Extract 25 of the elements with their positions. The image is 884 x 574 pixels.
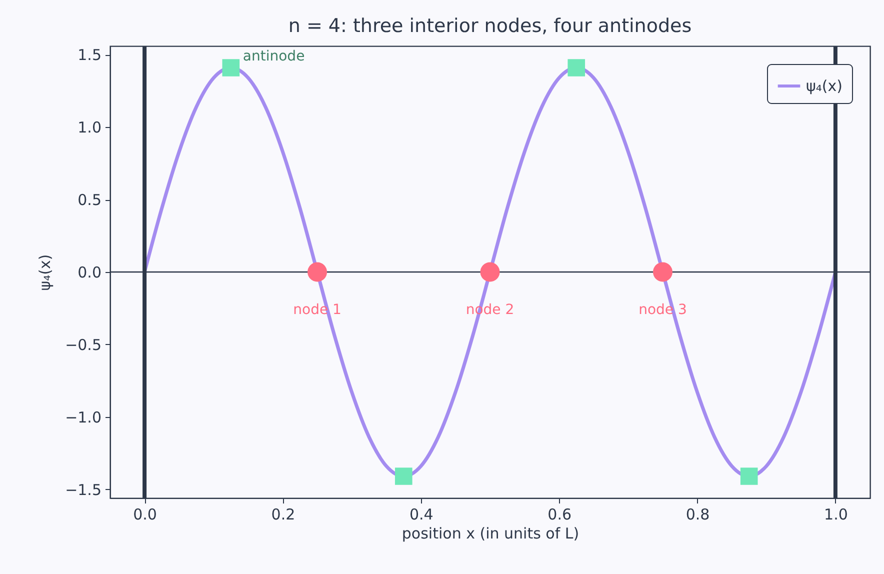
- point: [222, 59, 240, 76]
- annotation: antinode: [242, 48, 305, 65]
- y-tick-label: 1.5: [78, 46, 102, 64]
- y-tick-label: 0.0: [78, 264, 102, 282]
- chart-title: n = 4: three interior nodes, four antinodes: [288, 15, 692, 37]
- x-axis-title: position x (in units of L): [402, 524, 580, 542]
- y-tick-label: 1.0: [78, 118, 102, 137]
- x-tick-label: 0.2: [271, 506, 296, 524]
- x-tick-label: 0.8: [686, 506, 710, 524]
- legend-label: ψ₄(x): [806, 77, 842, 95]
- point: [480, 262, 500, 282]
- x-tick-label: 0.0: [133, 506, 157, 524]
- y-axis-title: ψ₄(x): [36, 254, 54, 291]
- y-tick-label: 0.5: [78, 191, 102, 210]
- y-tick-label: −1.0: [65, 408, 102, 426]
- point: [652, 262, 672, 282]
- point: [740, 468, 758, 485]
- point: [568, 59, 586, 76]
- point: [394, 468, 412, 485]
- y-tick-label: −1.5: [65, 480, 102, 499]
- x-tick-label: 0.6: [548, 506, 572, 524]
- y-tick-label: −0.5: [65, 336, 102, 354]
- point: [308, 262, 328, 282]
- x-tick-label: 0.4: [409, 506, 434, 524]
- x-tick-label: 1.0: [824, 506, 848, 524]
